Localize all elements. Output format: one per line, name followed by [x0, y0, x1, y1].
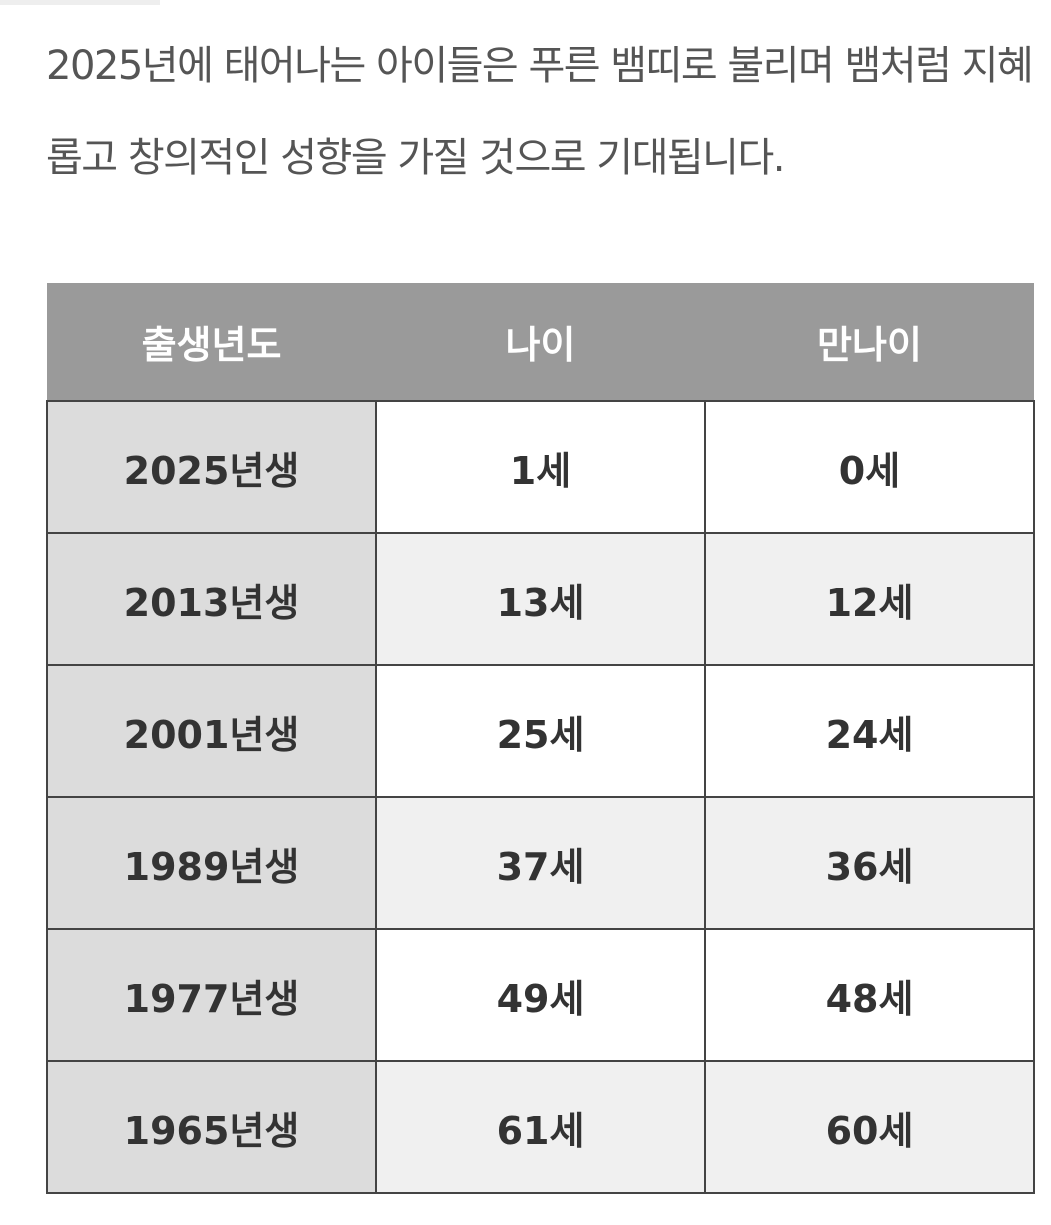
header-age: 나이 [376, 283, 705, 401]
top-divider [0, 0, 160, 5]
table-row: 1989년생 37세 36세 [46, 796, 1035, 930]
table-row: 1977년생 49세 48세 [46, 928, 1035, 1062]
table-header-row: 출생년도 나이 만나이 [47, 283, 1034, 401]
age-cell: 49세 [375, 928, 706, 1062]
full-age-cell: 0세 [704, 400, 1035, 534]
table-row: 2025년생 1세 0세 [46, 400, 1035, 534]
header-birth-year: 출생년도 [47, 283, 376, 401]
age-cell: 37세 [375, 796, 706, 930]
table-row: 1965년생 61세 60세 [46, 1060, 1035, 1194]
birth-year-cell: 2001년생 [46, 664, 377, 798]
age-cell: 13세 [375, 532, 706, 666]
header-full-age: 만나이 [705, 283, 1034, 401]
full-age-cell: 48세 [704, 928, 1035, 1062]
age-cell: 25세 [375, 664, 706, 798]
age-cell: 61세 [375, 1060, 706, 1194]
birth-year-cell: 1977년생 [46, 928, 377, 1062]
birth-year-cell: 1965년생 [46, 1060, 377, 1194]
full-age-cell: 24세 [704, 664, 1035, 798]
birth-year-cell: 1989년생 [46, 796, 377, 930]
birth-year-cell: 2013년생 [46, 532, 377, 666]
age-table: 출생년도 나이 만나이 2025년생 1세 0세 2013년생 13세 12세 … [46, 283, 1035, 1194]
intro-paragraph: 2025년에 태어나는 아이들은 푸른 뱀띠로 불리며 뱀처럼 지혜롭고 창의적… [46, 43, 1034, 181]
table-row: 2001년생 25세 24세 [46, 664, 1035, 798]
full-age-cell: 36세 [704, 796, 1035, 930]
full-age-cell: 12세 [704, 532, 1035, 666]
age-cell: 1세 [375, 400, 706, 534]
birth-year-cell: 2025년생 [46, 400, 377, 534]
table-row: 2013년생 13세 12세 [46, 532, 1035, 666]
full-age-cell: 60세 [704, 1060, 1035, 1194]
